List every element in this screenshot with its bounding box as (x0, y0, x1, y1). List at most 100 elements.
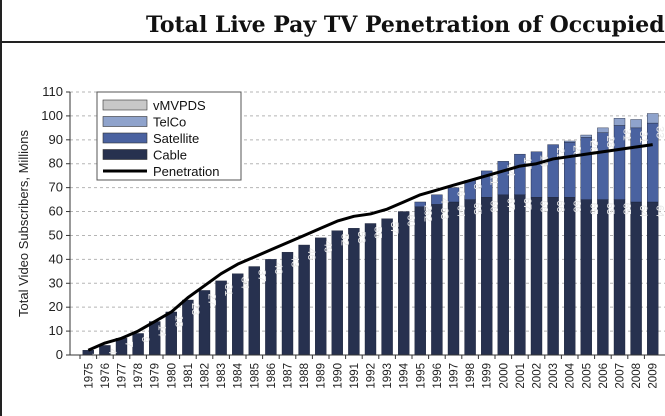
data-label-cable: 34 (239, 277, 251, 289)
bar-cable (497, 194, 509, 356)
bar-satellite (414, 201, 426, 207)
bar-cable (530, 196, 543, 356)
data-label-cable: 65 (587, 203, 599, 215)
bar-satellite (530, 151, 543, 198)
x-tick-label: 2007 (615, 363, 627, 389)
x-tick-label: 1987 (283, 363, 295, 389)
y-tick-label: 60 (49, 204, 63, 219)
x-tick-label: 1978 (133, 363, 145, 389)
legend-label-cable: Cable (153, 148, 187, 163)
y-tick-label: 70 (49, 180, 63, 195)
x-tick-label: 2004 (565, 362, 577, 388)
x-tick-label: 1989 (316, 363, 328, 389)
data-label-satellite: 2 (421, 205, 433, 211)
bar-cable (481, 196, 493, 356)
data-label-cable: 66 (538, 200, 550, 212)
data-label-cable: 4 (106, 348, 118, 354)
data-label-satellite: 31 (637, 131, 649, 143)
x-tick-label: 1992 (366, 363, 378, 389)
y-tick-label: 10 (49, 323, 63, 338)
data-label-cable: 65 (604, 203, 616, 215)
data-label-cable: 67 (504, 198, 516, 210)
legend-label-telco: TelCo (153, 115, 186, 130)
data-label-satellite: 31 (621, 128, 633, 140)
bar-cable (381, 218, 393, 356)
x-tick-label: 1982 (200, 363, 212, 389)
bar-cable (514, 194, 526, 356)
x-tick-label: 2005 (581, 363, 593, 389)
bar-satellite (514, 153, 526, 196)
bar-telco (580, 134, 592, 138)
x-tick-label: 1980 (166, 363, 178, 389)
data-label-cable: 52 (338, 234, 350, 246)
bar-telco (630, 119, 642, 129)
bar-cable (431, 204, 443, 356)
data-label-cable: 66 (488, 200, 500, 212)
data-label-cable: 66 (554, 200, 566, 212)
bar-telco (647, 113, 659, 124)
y-tick-label: 50 (49, 227, 63, 242)
data-label-cable: 7 (123, 341, 135, 347)
data-label-cable: 37 (255, 270, 267, 282)
data-label-cable: 14 (156, 325, 168, 337)
x-tick-label: 2008 (631, 363, 643, 389)
data-label-cable: 62 (421, 210, 433, 222)
y-tick-label: 0 (56, 347, 63, 362)
x-tick-label: 2006 (598, 363, 610, 389)
bar-cable (647, 201, 659, 356)
x-tick-label: 1983 (216, 363, 228, 389)
data-label-satellite: 4 (438, 198, 450, 204)
data-label-cable: 43 (289, 255, 301, 267)
data-label-satellite: 6 (455, 191, 467, 197)
data-label-cable: 2 (89, 353, 101, 359)
y-tick-label: 40 (49, 251, 63, 266)
data-label-satellite: 28 (604, 136, 616, 148)
data-label-satellite: 11 (488, 174, 500, 185)
data-label-satellite: 33 (654, 126, 665, 138)
data-label-cable: 27 (206, 293, 218, 305)
x-tick-label: 1985 (249, 363, 261, 389)
x-tick-label: 1988 (299, 363, 311, 389)
data-label-cable: 49 (322, 241, 334, 253)
x-tick-label: 1991 (349, 363, 361, 389)
x-tick-label: 2009 (648, 363, 660, 389)
legend-swatch-satellite (102, 132, 148, 144)
data-label-cable: 46 (305, 248, 317, 260)
bar-cable (464, 199, 476, 356)
data-label-cable: 18 (172, 315, 184, 327)
bar-cable (630, 201, 642, 356)
data-label-cable: 57 (388, 222, 400, 234)
data-label-cable: 66 (571, 200, 583, 212)
y-tick-label: 30 (49, 275, 63, 290)
y-tick-label: 90 (49, 132, 63, 147)
data-label-cable: 65 (621, 203, 633, 215)
data-label-cable: 53 (355, 231, 367, 243)
legend-swatch-telco (102, 116, 148, 127)
x-tick-label: 1994 (399, 362, 411, 388)
x-tick-label: 1986 (266, 363, 278, 389)
bar-layer (82, 113, 659, 356)
x-tick-label: 2003 (548, 363, 560, 389)
bar-satellite (447, 187, 460, 203)
legend-swatch-vmvpds (102, 99, 148, 111)
x-tick-label: 1995 (415, 363, 427, 389)
data-label-cable: 64 (455, 205, 467, 217)
bar-cable (414, 206, 426, 356)
y-tick-label: 110 (42, 84, 63, 99)
x-tick-label: 1976 (100, 363, 112, 389)
y-tick-label: 80 (49, 156, 63, 171)
x-tick-label: 1996 (432, 363, 444, 389)
x-tick-label: 1998 (465, 363, 477, 389)
data-label-satellite: 26 (587, 140, 599, 152)
bar-cable (597, 199, 609, 356)
data-label-cable: 55 (372, 227, 384, 239)
bar-satellite (497, 161, 509, 196)
legend-swatch-cable (102, 149, 148, 160)
legend-label-satellite: Satellite (153, 131, 199, 146)
data-label-cable: 67 (521, 198, 533, 210)
data-label-cable: 63 (438, 207, 450, 219)
